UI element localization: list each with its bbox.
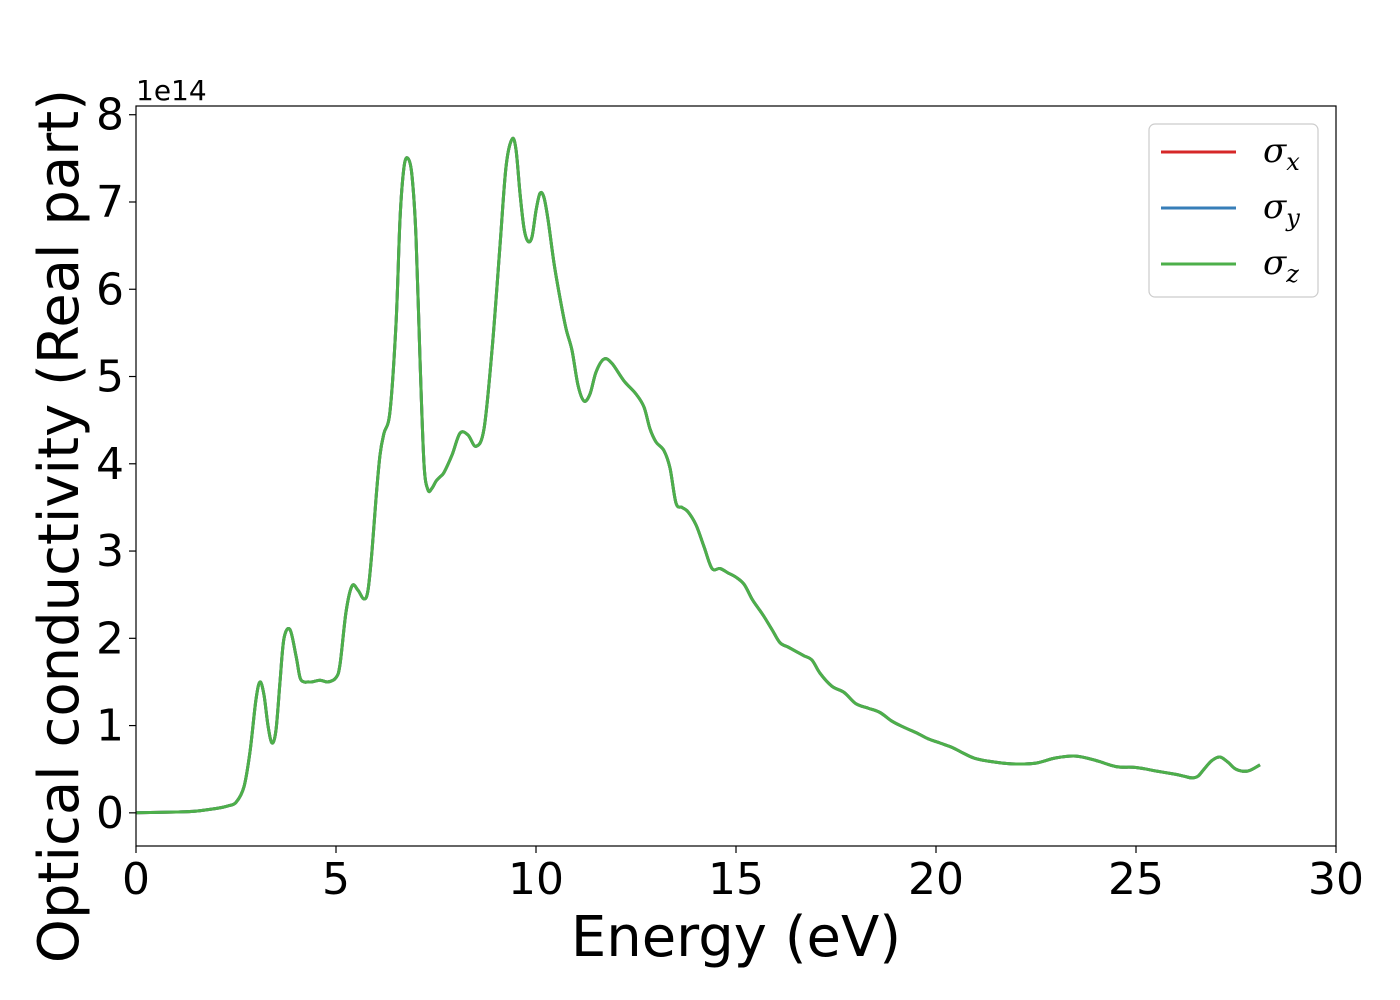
y-tick-label: 6 bbox=[96, 264, 124, 315]
x-tick-label: 30 bbox=[1308, 854, 1364, 905]
y-tick-label: 1 bbox=[96, 701, 124, 752]
legend-symbol: σ bbox=[1263, 243, 1287, 283]
legend-symbol: σ bbox=[1263, 131, 1287, 171]
legend-symbol: σ bbox=[1263, 187, 1287, 227]
x-tick-label: 15 bbox=[708, 854, 764, 905]
legend-box bbox=[1148, 123, 1319, 298]
ticks-layer: 0 5 10 15 20 25 30 0 1 2 3 4 5 6 7 8 bbox=[96, 90, 1364, 905]
y-tick-label: 5 bbox=[96, 352, 124, 403]
series-layer bbox=[135, 136, 1261, 815]
y-axis-title: Optical conductivity (Real part) bbox=[27, 89, 92, 963]
legend-subscript: y bbox=[1285, 204, 1300, 232]
legend-label-y: σy bbox=[1263, 187, 1300, 232]
legend-subscript: x bbox=[1286, 148, 1300, 176]
y-tick-label: 0 bbox=[96, 788, 124, 839]
series-line-z bbox=[135, 136, 1261, 815]
legend-label-z: σz bbox=[1263, 243, 1299, 288]
y-tick-label: 3 bbox=[96, 526, 124, 577]
legend-subscript: z bbox=[1285, 260, 1299, 288]
legend-label-x: σx bbox=[1263, 131, 1300, 176]
y-offset-label: 1e14 bbox=[136, 74, 207, 107]
x-axis-title: Energy (eV) bbox=[571, 905, 901, 970]
y-tick-label: 4 bbox=[96, 439, 124, 490]
y-tick-label: 8 bbox=[96, 90, 124, 141]
y-tick-label: 2 bbox=[96, 613, 124, 664]
y-tick-label: 7 bbox=[96, 177, 124, 228]
x-tick-label: 0 bbox=[122, 854, 150, 905]
x-tick-label: 10 bbox=[508, 854, 564, 905]
x-tick-label: 25 bbox=[1108, 854, 1164, 905]
x-tick-label: 20 bbox=[908, 854, 964, 905]
x-tick-label: 5 bbox=[322, 854, 350, 905]
